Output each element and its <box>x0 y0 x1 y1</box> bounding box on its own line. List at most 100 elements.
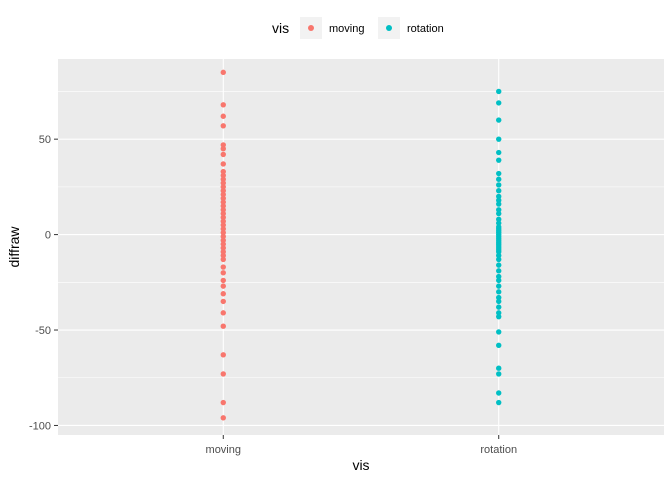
data-point-moving <box>220 113 226 119</box>
data-point-rotation <box>496 182 502 188</box>
data-point-rotation <box>496 342 502 348</box>
data-point-rotation <box>496 310 502 316</box>
data-point-rotation <box>496 283 502 289</box>
data-point-rotation <box>496 149 502 156</box>
plot-panel <box>58 59 664 435</box>
data-point-rotation <box>496 216 502 223</box>
data-point-moving <box>220 283 226 289</box>
data-point-moving <box>220 245 226 251</box>
data-point-moving <box>220 323 226 329</box>
data-point-rotation <box>496 256 502 263</box>
x-axis-title: vis <box>352 457 369 473</box>
data-point-rotation <box>496 193 502 200</box>
data-point-moving <box>220 69 226 76</box>
data-point-moving <box>220 226 226 232</box>
data-point-moving <box>220 277 226 284</box>
data-point-rotation <box>496 298 502 305</box>
data-point-rotation <box>496 329 502 335</box>
data-point-rotation <box>496 252 502 259</box>
data-point-moving <box>220 252 226 259</box>
data-point-moving <box>220 241 226 247</box>
data-point-moving <box>220 371 226 377</box>
data-point-moving <box>220 233 226 240</box>
data-point-rotation <box>496 399 502 406</box>
x-axis: moving rotation <box>206 435 517 456</box>
legend-marker-moving <box>308 25 314 31</box>
data-point-rotation <box>496 289 502 295</box>
data-point-moving <box>220 172 226 179</box>
legend-marker-rotation <box>386 25 392 31</box>
data-point-rotation <box>496 100 502 106</box>
data-point-rotation <box>496 313 502 320</box>
data-point-moving <box>220 187 226 194</box>
data-point-moving <box>220 264 226 270</box>
data-point-rotation <box>496 277 502 284</box>
data-point-moving <box>220 191 226 198</box>
data-point-moving <box>220 142 226 148</box>
data-point-moving <box>220 399 226 406</box>
data-point-moving <box>220 415 226 421</box>
data-point-moving <box>220 229 226 236</box>
data-point-moving <box>220 298 226 305</box>
data-point-rotation <box>496 304 502 310</box>
data-point-moving <box>220 199 226 205</box>
data-point-rotation <box>496 136 502 142</box>
legend-title: vis <box>272 20 289 36</box>
x-tick-label: rotation <box>480 444 517 456</box>
data-point-rotation <box>496 268 502 274</box>
data-point-moving <box>220 180 226 186</box>
data-point-rotation <box>496 390 502 396</box>
data-point-rotation <box>496 210 502 217</box>
data-point-rotation <box>496 187 502 194</box>
data-point-moving <box>220 218 226 224</box>
data-point-moving <box>220 270 226 276</box>
data-point-moving <box>220 123 226 129</box>
data-point-rotation <box>496 220 502 226</box>
data-point-moving <box>220 102 226 108</box>
data-point-moving <box>220 222 226 228</box>
y-axis: -100 -50 0 50 <box>29 134 58 432</box>
data-point-moving <box>220 203 226 209</box>
y-tick-label: 0 <box>45 230 51 242</box>
data-point-moving <box>220 352 226 358</box>
grid-minor <box>58 91 664 379</box>
data-point-rotation <box>496 201 502 207</box>
data-point-moving <box>220 210 226 217</box>
data-point-moving <box>220 161 226 167</box>
y-tick-label: -50 <box>35 325 51 337</box>
x-tick-label: moving <box>206 444 241 456</box>
data-point-moving <box>220 176 226 182</box>
data-point-moving <box>220 291 226 297</box>
data-point-rotation <box>496 371 502 377</box>
data-point-rotation <box>496 294 502 301</box>
data-point-rotation <box>496 262 502 268</box>
legend-label-rotation: rotation <box>407 23 444 35</box>
data-point-rotation <box>496 207 502 213</box>
data-point-rotation <box>496 157 502 163</box>
data-point-moving <box>220 184 226 190</box>
y-axis-title: diffraw <box>6 226 22 268</box>
data-point-moving <box>220 168 226 175</box>
data-point-moving <box>220 146 226 152</box>
data-point-moving <box>220 207 226 213</box>
data-point-rotation <box>496 249 502 255</box>
y-tick-label: 50 <box>39 134 51 146</box>
legend-label-moving: moving <box>329 23 364 35</box>
y-tick-label: -100 <box>29 420 51 432</box>
data-points <box>220 69 502 421</box>
legend: vis moving rotation <box>272 17 444 39</box>
data-point-moving <box>220 237 226 244</box>
data-point-moving <box>220 249 226 255</box>
data-point-moving <box>220 151 226 158</box>
data-point-rotation <box>496 117 502 123</box>
data-point-moving <box>220 214 226 221</box>
data-point-rotation <box>496 176 502 182</box>
data-point-moving <box>220 310 226 316</box>
data-point-rotation <box>496 88 502 95</box>
data-point-rotation <box>496 170 502 177</box>
data-point-rotation <box>496 365 502 371</box>
data-point-rotation <box>496 273 502 280</box>
data-point-moving <box>220 195 226 202</box>
data-point-moving <box>220 256 226 263</box>
